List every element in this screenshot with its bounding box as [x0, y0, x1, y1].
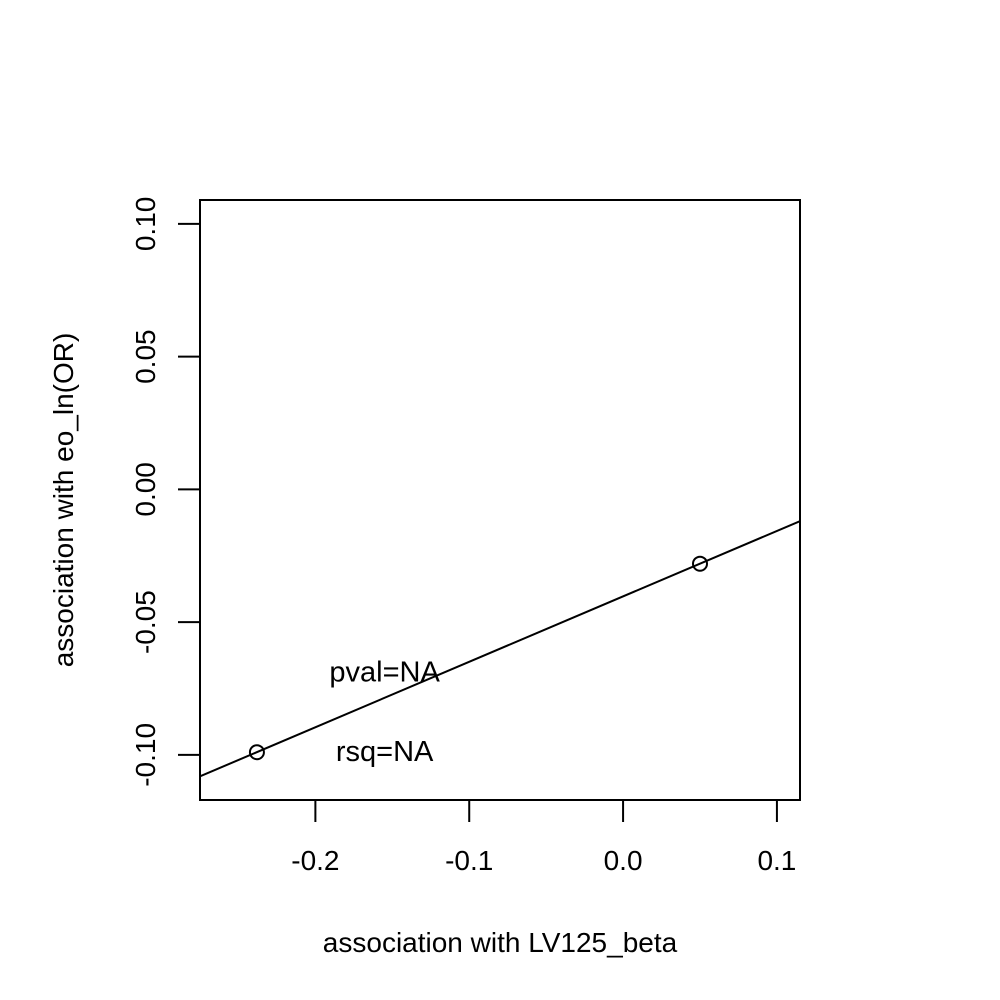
y-axis-label: association with eo_ln(OR): [48, 333, 79, 668]
x-tick-label: -0.1: [445, 845, 493, 876]
x-tick-label: -0.2: [291, 845, 339, 876]
regression-line: [200, 520, 800, 778]
y-tick-label: 0.05: [130, 329, 161, 384]
y-tick-label: 0.10: [130, 197, 161, 252]
data-point: [248, 744, 265, 761]
plot-area: pval=NA rsq=NA: [200, 520, 800, 778]
y-tick-label: 0.00: [130, 462, 161, 516]
plot-frame: [199, 199, 801, 801]
x-axis-label: association with LV125_beta: [323, 927, 678, 958]
y-tick-label: -0.05: [130, 590, 161, 654]
x-axis: -0.2 -0.1 0.0 0.1: [291, 799, 796, 876]
annotation-label: rsq=NA: [336, 736, 434, 768]
x-tick-label: 0.0: [604, 845, 643, 876]
data-point: [692, 555, 708, 572]
x-tick-label: 0.1: [757, 845, 796, 876]
y-tick-label: -0.10: [130, 723, 161, 787]
y-axis: -0.10 -0.05 0.00 0.05 0.10: [130, 197, 201, 787]
annotation-label: pval=NA: [329, 657, 440, 689]
